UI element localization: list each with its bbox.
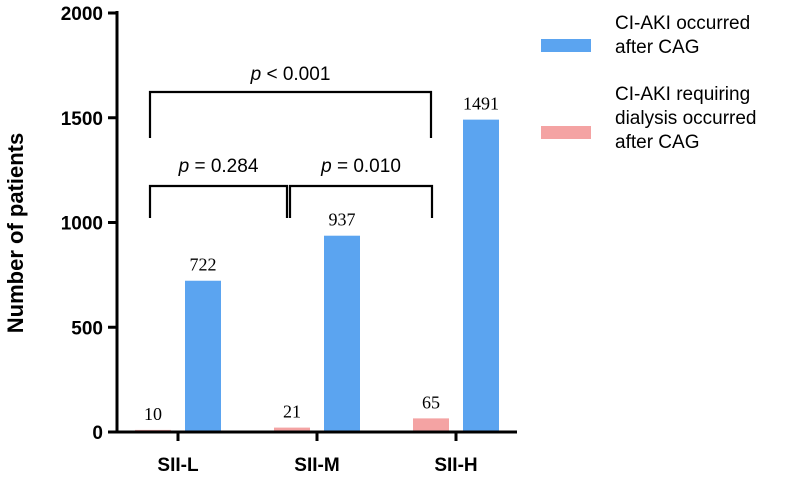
bar xyxy=(413,418,449,432)
x-tick-label: SII-M xyxy=(294,455,339,476)
p-value: < 0.001 xyxy=(261,64,330,85)
data-label: 722 xyxy=(190,255,217,275)
legend-swatch xyxy=(541,39,591,52)
bar xyxy=(463,119,499,432)
bracket xyxy=(148,184,289,218)
bar xyxy=(274,427,310,432)
p-value-label: p = 0.010 xyxy=(320,156,401,177)
p-symbol: p xyxy=(250,64,262,85)
p-value-label: p = 0.284 xyxy=(178,156,259,177)
x-tick-label: SII-H xyxy=(434,455,477,476)
data-label: 1491 xyxy=(463,94,499,114)
bar xyxy=(324,235,360,432)
p-value: = 0.284 xyxy=(189,156,259,177)
y-tick-label: 1500 xyxy=(61,109,103,130)
bars: 10 722 21 937 65 1491 xyxy=(135,94,499,432)
legend-label: after CAG xyxy=(615,37,699,58)
legend-label: CI-AKI requiring xyxy=(615,84,750,105)
y-tick-label: 1000 xyxy=(61,214,103,235)
legend-label: after CAG xyxy=(615,132,699,153)
x-tick-label: SII-L xyxy=(157,455,199,476)
legend-label: dialysis occurred xyxy=(615,108,757,129)
y-axis-label: Number of patients xyxy=(3,133,28,333)
legend-label: CI-AKI occurred xyxy=(615,13,750,34)
legend-swatch xyxy=(541,126,591,139)
data-label: 10 xyxy=(144,404,162,424)
p-symbol: p xyxy=(320,156,332,177)
legend: CI-AKI occurred after CAG CI-AKI requiring… xyxy=(541,13,757,153)
data-label: 937 xyxy=(329,210,356,230)
y-tick-label: 2000 xyxy=(61,4,103,25)
bar xyxy=(185,280,221,432)
y-tick-label: 0 xyxy=(92,423,103,444)
axes: 0 500 1000 1500 2000 SII-L SII-M SII-H xyxy=(61,4,517,476)
bracket xyxy=(288,184,434,218)
y-tick-label: 500 xyxy=(71,318,103,339)
data-label: 21 xyxy=(283,402,301,422)
p-symbol: p xyxy=(178,156,190,177)
p-value-label: p < 0.001 xyxy=(250,64,331,85)
data-label: 65 xyxy=(422,392,440,412)
bracket xyxy=(148,90,433,138)
p-value: = 0.010 xyxy=(332,156,401,177)
